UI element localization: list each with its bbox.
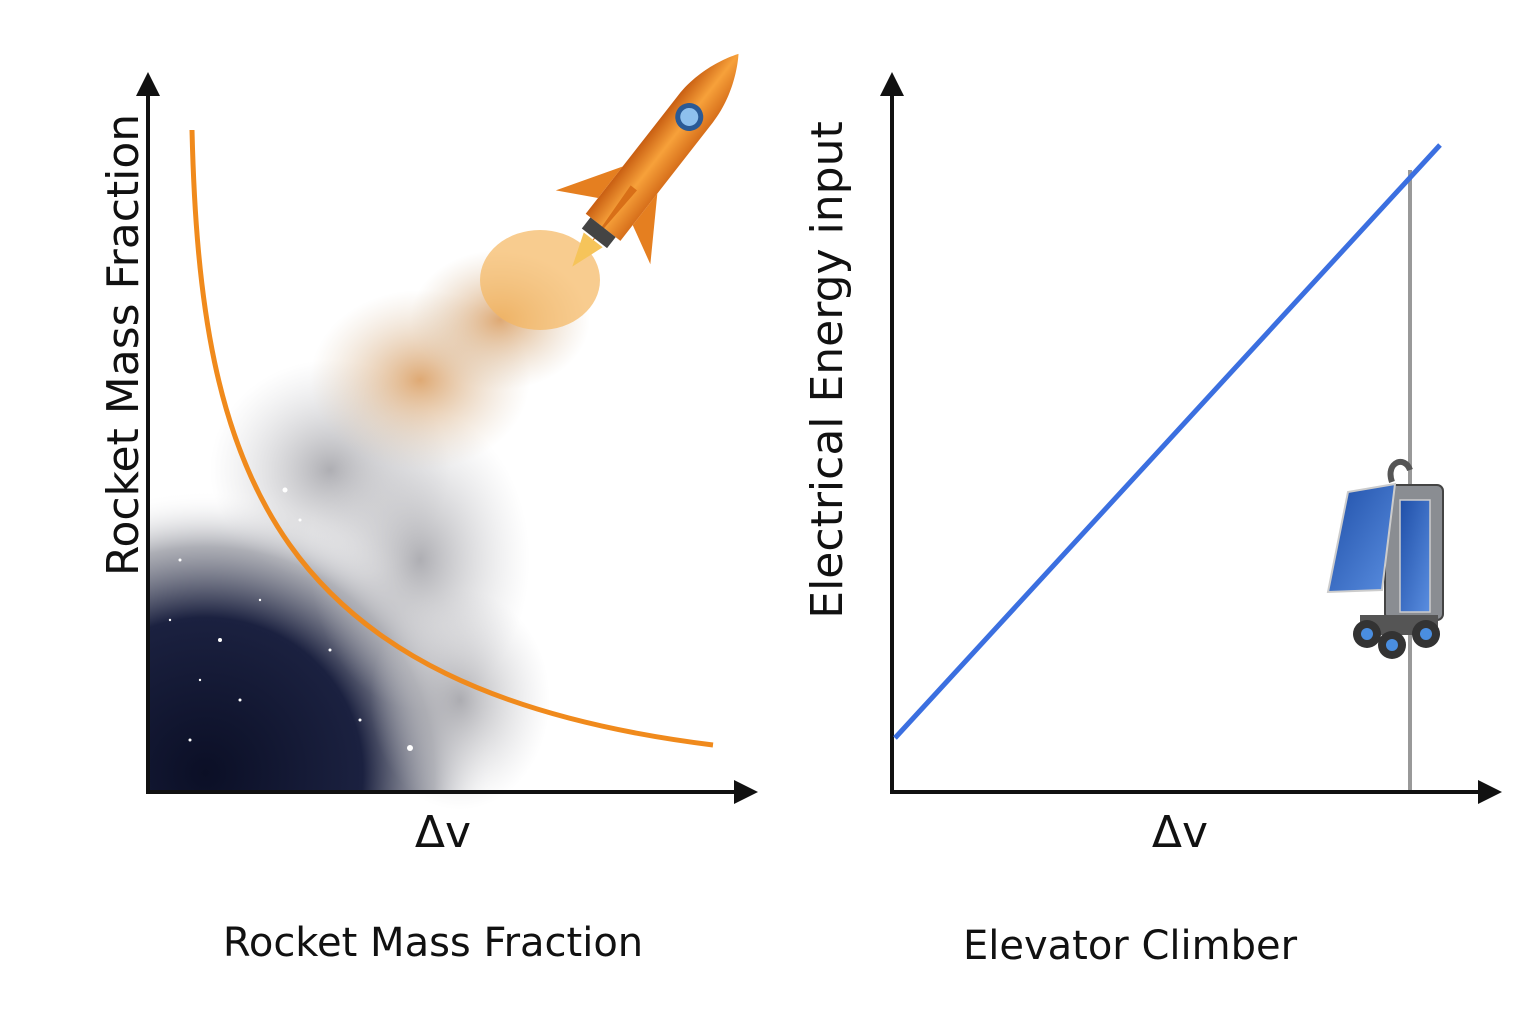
- mass-fraction-curve: [189, 129, 714, 748]
- rocket-icon: [555, 53, 739, 267]
- space-background: [148, 230, 600, 810]
- caption: Elevator Climber: [963, 923, 1298, 969]
- right-axes: [890, 90, 1485, 794]
- climber-icon: [1326, 458, 1444, 659]
- x-axis-label: Δv: [415, 807, 471, 858]
- left-axes: [146, 90, 740, 794]
- y-axis-label: Electrical Energy input: [802, 121, 853, 618]
- energy-line: [893, 143, 1442, 740]
- y-axis-label: Rocket Mass Fraction: [98, 114, 149, 576]
- x-axis-label: Δv: [1152, 807, 1208, 858]
- caption: Rocket Mass Fraction: [223, 920, 643, 966]
